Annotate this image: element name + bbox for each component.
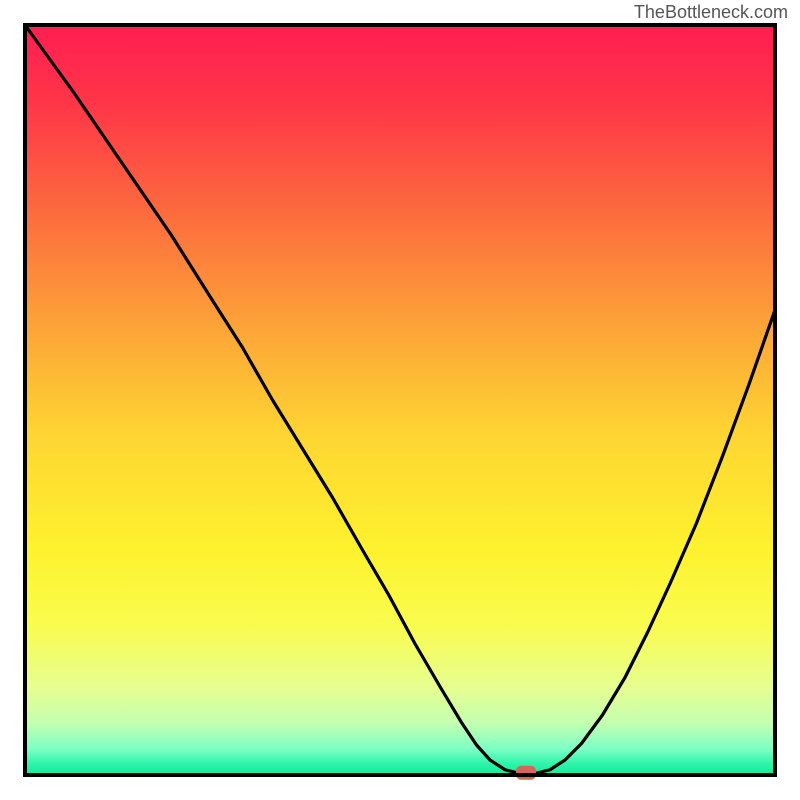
watermark-text: TheBottleneck.com (634, 2, 788, 23)
optimum-marker (516, 766, 536, 780)
chart-container: TheBottleneck.com (0, 0, 800, 800)
plot-background (25, 25, 775, 775)
bottleneck-curve-chart (0, 0, 800, 800)
